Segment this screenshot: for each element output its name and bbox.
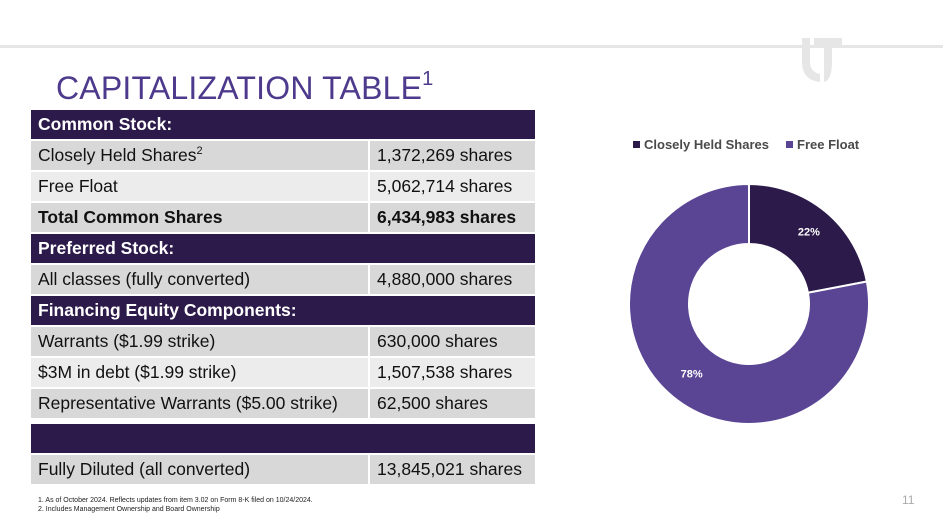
section-header-common: Common Stock: — [31, 110, 535, 139]
donut-data-label: 78% — [681, 368, 703, 380]
row-label: All classes (fully converted) — [31, 265, 368, 294]
section-header-preferred: Preferred Stock: — [31, 234, 535, 263]
donut-slice-closely-held-shares — [748, 182, 869, 294]
row-value: 62,500 shares — [368, 389, 535, 418]
row-label: Warrants ($1.99 strike) — [31, 327, 368, 356]
section-header-financing: Financing Equity Components: — [31, 296, 535, 325]
row-label: Representative Warrants ($5.00 strike) — [31, 389, 368, 418]
footnote-1: 1. As of October 2024. Reflects updates … — [38, 497, 313, 504]
legend-item-free-float: Free Float — [786, 137, 859, 152]
table-row: Representative Warrants ($5.00 strike) 6… — [31, 389, 535, 418]
chart-legend: Closely Held Shares Free Float — [633, 137, 859, 152]
page-title: CAPITALIZATION TABLE1 — [56, 68, 434, 106]
company-logo-icon — [802, 38, 842, 82]
row-label: Fully Diluted (all converted) — [31, 455, 368, 484]
table-row-total: Total Common Shares 6,434,983 shares — [31, 203, 535, 232]
row-value: 630,000 shares — [368, 327, 535, 356]
page-number: 11 — [902, 493, 915, 507]
row-value: 4,880,000 shares — [368, 265, 535, 294]
row-value: 13,845,021 shares — [368, 455, 535, 484]
row-label: Total Common Shares — [31, 203, 368, 232]
donut-chart: 22% 78% — [628, 182, 870, 425]
footnote-2: 2. Includes Management Ownership and Boa… — [38, 506, 220, 513]
donut-data-label: 22% — [798, 227, 820, 239]
row-label: $3M in debt ($1.99 strike) — [31, 358, 368, 387]
row-label: Free Float — [31, 172, 368, 201]
row-value: 1,372,269 shares — [368, 141, 535, 170]
blank-header-bar — [31, 424, 535, 453]
table-row: $3M in debt ($1.99 strike) 1,507,538 sha… — [31, 358, 535, 387]
capitalization-table: Common Stock: Closely Held Shares2 1,372… — [31, 108, 535, 486]
table-row: All classes (fully converted) 4,880,000 … — [31, 265, 535, 294]
legend-swatch — [633, 141, 640, 148]
top-divider — [0, 45, 943, 48]
row-label: Closely Held Shares2 — [31, 141, 368, 170]
legend-item-closely-held: Closely Held Shares — [633, 137, 769, 152]
table-row: Closely Held Shares2 1,372,269 shares — [31, 141, 535, 170]
row-value: 1,507,538 shares — [368, 358, 535, 387]
footnotes: 1. As of October 2024. Reflects updates … — [38, 496, 313, 514]
table-row-fully-diluted: Fully Diluted (all converted) 13,845,021… — [31, 455, 535, 484]
table-row: Free Float 5,062,714 shares — [31, 172, 535, 201]
row-value: 5,062,714 shares — [368, 172, 535, 201]
legend-swatch — [786, 141, 793, 148]
table-row: Warrants ($1.99 strike) 630,000 shares — [31, 327, 535, 356]
donut-slice-free-float — [628, 182, 870, 425]
row-value: 6,434,983 shares — [368, 203, 535, 232]
